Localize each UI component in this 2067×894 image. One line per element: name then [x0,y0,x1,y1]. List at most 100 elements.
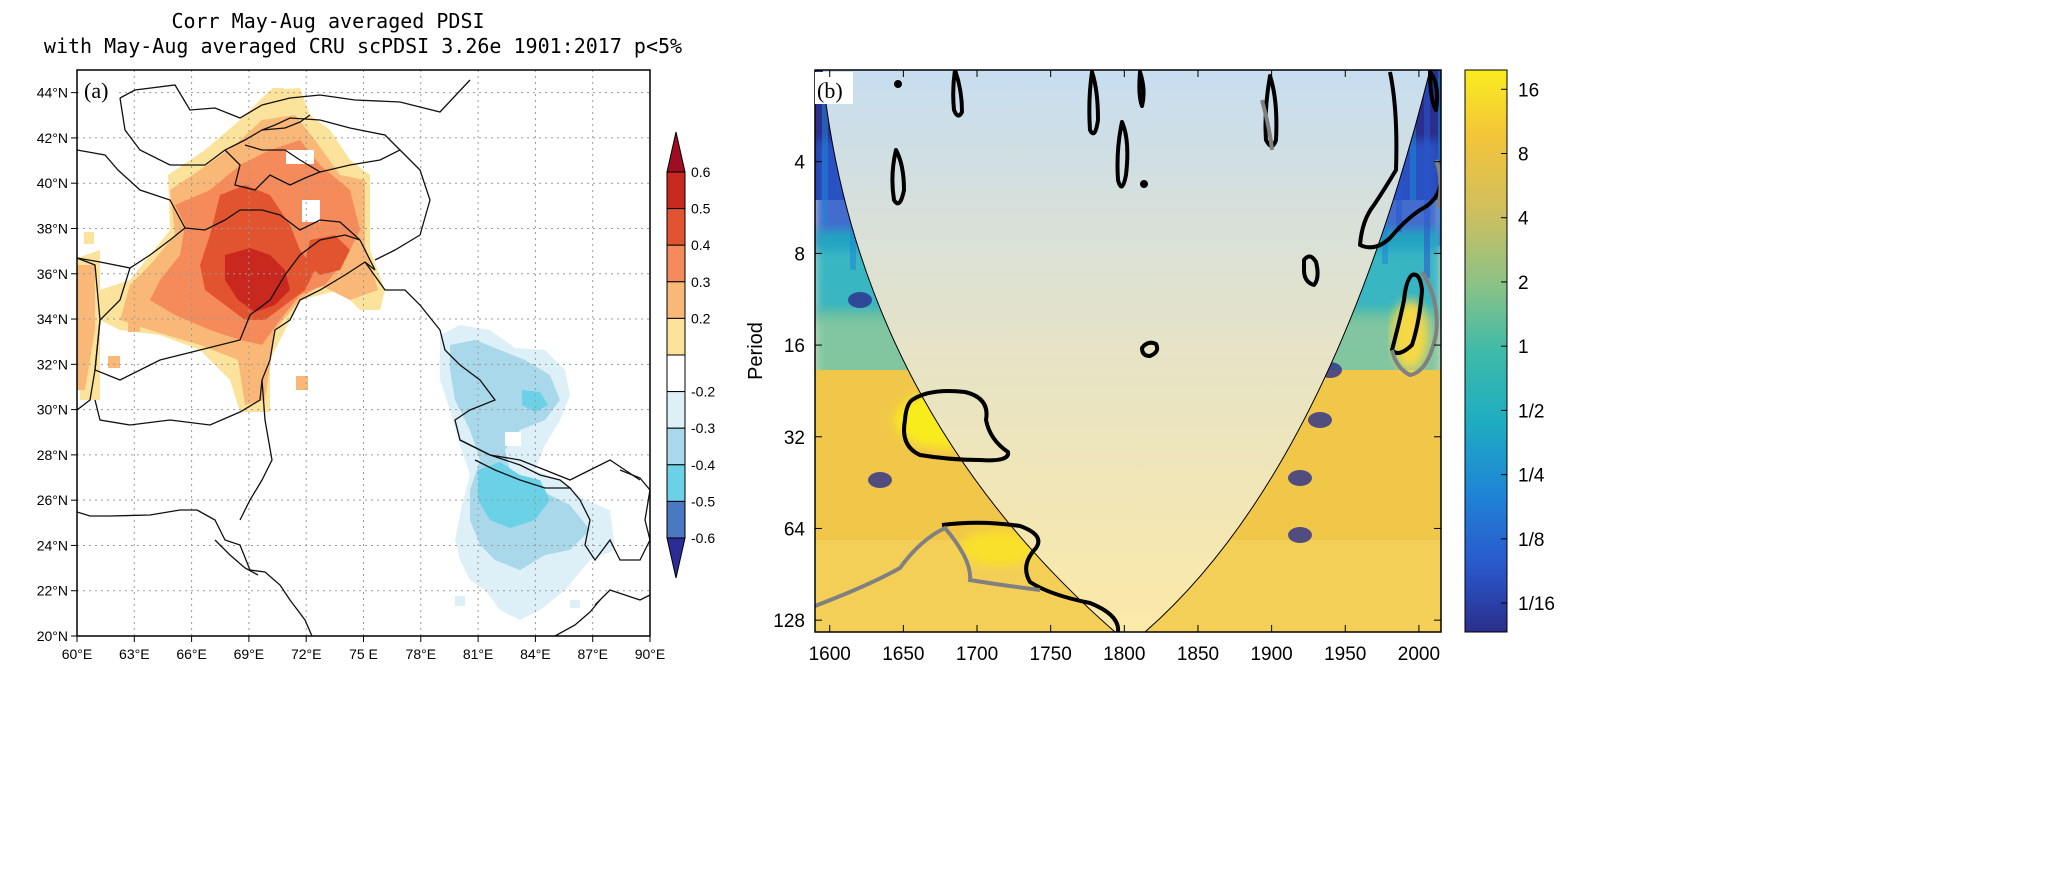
y-tick-label: 4 [794,153,805,174]
border-china-west [374,149,431,261]
india-east-coast [554,599,601,636]
power-blob [1288,470,1312,486]
contour-top-4 [1115,120,1130,189]
y-tick-label: 36°N [37,266,68,282]
colorbar-segment [666,391,686,429]
colorbar-segment [666,244,686,283]
contour-right-3 [1428,70,1440,112]
negative-region-30 [450,340,590,570]
panel-a: Corr May-Aug averaged PDSI with May-Aug … [37,9,716,662]
y-tick-label: 40°N [37,175,68,191]
wavelet-frame [814,69,1442,633]
x-tick-label: 1950 [1324,644,1366,665]
power-blob [848,292,872,308]
contour-top-2 [951,70,964,118]
significance-contours-outside-coi [815,99,1441,608]
contour-top-1 [890,148,906,206]
contour-small-16 [1140,340,1160,358]
x-tick-label: 66°E [176,646,207,662]
figure: Corr May-Aug averaged PDSI with May-Aug … [37,9,1555,665]
y-tick-label: 38°N [37,220,68,236]
positive-block [296,376,308,390]
colorbar-label: -0.4 [691,457,715,473]
positive-region-50 [305,235,350,275]
contour-64 [941,520,1121,632]
panel-a-label-box [81,74,119,102]
border-tajikistan [224,144,322,191]
power-blob [868,472,892,488]
panel-a-colorbar: 0.6 0.5 0.4 0.3 0.2 -0.2 -0.3 -0.4 -0.5 -0.6 [666,131,715,579]
power-stripe [1424,70,1430,278]
panel-b-ylabel: Period [745,322,767,380]
colorbar-triangle-bottom [666,537,686,579]
x-tick-label: 87°E [577,646,608,662]
y-tick-label: 32°N [37,356,68,372]
colorbar-label: -0.5 [691,493,715,509]
colorbar-segment [666,317,686,356]
panel-b-colorbar-ticks: 16 8 4 2 1 1/2 1/4 1/8 1/16 [1501,80,1555,615]
border-bangladesh [569,487,650,562]
y-tick-label: 8 [794,244,805,265]
positive-region-30 [77,265,95,390]
x-tick-label: 90°E [635,646,666,662]
border-china-india-north [364,261,641,481]
positive-block [108,356,120,368]
border-kyrgyzstan [261,117,402,173]
colorbar-label: 1/4 [1518,466,1545,487]
colorbar-label: 1/2 [1518,401,1544,422]
map-axis-ticks: 60°E 63°E 66°E 69°E 72°E 75 E 78°E 81°E 84°E 87°E… [37,85,666,662]
colorbar-segment [666,427,686,466]
y-tick-label: 32 [784,428,805,449]
contour-dot [894,80,902,88]
colorbar-label: 4 [1518,209,1529,230]
x-tick-label: 60°E [62,646,93,662]
arabian-coast [77,509,197,517]
y-tick-label: 44°N [37,85,68,101]
gulf-of-kutch [214,539,259,576]
panel-b: Period [745,69,1555,665]
panel-b-label-box [815,72,853,104]
y-tick-label: 28°N [37,447,68,463]
border-afghanistan [94,209,361,381]
border-myanmar [619,469,650,541]
positive-block [360,296,374,308]
x-tick-label: 2000 [1398,644,1440,665]
x-tick-label: 75 E [349,646,378,662]
map-gridlines [77,70,650,636]
colorbar-label: 0.6 [691,164,711,180]
x-tick-label: 1750 [1030,644,1072,665]
grey-contour-right [1390,270,1439,378]
country-borders [77,79,650,636]
colorbar-label: 1/8 [1518,530,1544,551]
power-stripe [1438,70,1441,246]
x-tick-label: 1700 [956,644,998,665]
negative-region-40 [478,462,550,528]
border-india-pakistan [239,379,273,521]
panel-a-title-line-1: Corr May-Aug averaged PDSI [171,9,484,33]
x-tick-label: 78°E [406,646,437,662]
colorbar-label: -0.3 [691,420,715,436]
x-tick-label: 69°E [234,646,265,662]
positive-block [272,88,284,100]
wavelet-axis-ticks: 1600 1650 1700 1750 1800 1850 1900 1950 2000 4 8 16… [773,70,1441,665]
white-hole [286,150,314,164]
y-tick-label: 24°N [37,537,68,553]
colorbar-label: -0.2 [691,384,715,400]
negative-block [570,600,580,608]
x-tick-label: 1900 [1250,644,1292,665]
colorbar-label: 1 [1518,337,1529,358]
power-blob [1288,527,1312,543]
contour-dot [1140,180,1148,188]
colorbar-label: 0.4 [691,237,711,253]
power-stripe [822,70,828,224]
x-tick-label: 63°E [119,646,150,662]
positive-region-55 [225,248,290,312]
contour-top-5 [1137,70,1146,108]
border-iran-east [77,257,101,411]
negative-block [455,596,465,606]
contour-right-2 [1390,272,1424,356]
colorbar-label: 0.3 [691,274,711,290]
x-tick-label: 1600 [809,644,851,665]
border-kazakhstan-south [119,79,471,119]
mekong-region [594,589,650,606]
